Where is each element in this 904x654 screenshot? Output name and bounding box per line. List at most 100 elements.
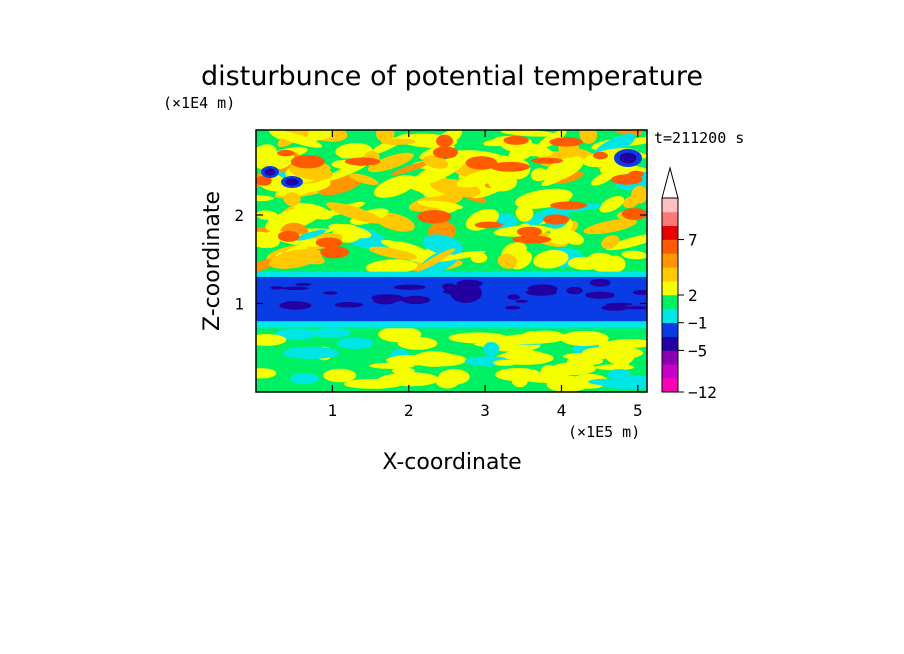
field-cell [515, 299, 528, 303]
field-cell [540, 365, 557, 379]
y-tick-label: 1 [234, 294, 244, 313]
field-cell [343, 378, 402, 389]
field-cell [497, 253, 518, 269]
field-cell [274, 328, 318, 340]
x-tick-label: 4 [557, 401, 567, 420]
field-cell [256, 334, 287, 346]
field-cell [601, 304, 629, 311]
field-cell [294, 203, 333, 220]
field-cell [391, 367, 415, 375]
field-cell [503, 135, 529, 145]
field-cell [567, 256, 602, 270]
field-cell [391, 160, 432, 176]
colorbar-swatch [662, 267, 678, 282]
field-cell [270, 286, 284, 290]
field-cell [595, 364, 635, 371]
colorbar-label: 2 [688, 286, 698, 305]
colorbar-extend-arrow [661, 166, 679, 199]
field-cell [493, 359, 517, 366]
colorbar-swatch [662, 364, 678, 379]
upper-layer [256, 130, 647, 277]
chart-title: disturbunce of potential temperature [201, 61, 703, 92]
colorbar-swatch [662, 198, 678, 213]
field-cell [549, 137, 583, 147]
contour-field [256, 130, 647, 392]
field-cell [380, 239, 418, 253]
field-cell [264, 168, 276, 176]
field-cell [450, 282, 483, 303]
field-cell [606, 233, 647, 251]
negative-layer [256, 271, 647, 329]
field-cell [273, 152, 295, 170]
field-cell [374, 212, 415, 232]
field-cell [495, 368, 542, 382]
field-cell [335, 143, 373, 159]
field-cell [588, 378, 623, 386]
field-cell [619, 152, 637, 164]
field-cell [566, 286, 583, 295]
field-cell [373, 175, 417, 198]
x-axis-title: X-coordinate [382, 450, 521, 475]
field-cell [367, 152, 414, 173]
field-cell [505, 305, 521, 310]
field-cell [349, 173, 379, 186]
field-cell [527, 284, 558, 294]
field-cell [323, 368, 357, 383]
field-cell [416, 248, 456, 272]
field-cell [533, 250, 569, 269]
field-cell [290, 373, 319, 384]
y-unit-label: (×1E4 m) [163, 94, 235, 112]
colorbar-swatch [662, 281, 678, 296]
field-cell [621, 208, 647, 220]
field-cell [537, 130, 567, 149]
colorbar-swatch [662, 225, 678, 240]
x-tick-label: 5 [633, 401, 643, 420]
colorbar: −12−5−127 [661, 166, 717, 402]
y-axis: 12 [234, 206, 647, 313]
field-cell [277, 149, 295, 157]
field-cell [277, 230, 300, 242]
x-tick-label: 2 [404, 401, 414, 420]
field-cell [256, 368, 277, 379]
field-cell [285, 178, 299, 186]
field-cell [436, 134, 453, 148]
field-cell [448, 332, 508, 344]
colorbar-swatch [662, 239, 678, 254]
field-cell [589, 278, 611, 287]
field-cell [585, 291, 615, 299]
field-cell [336, 337, 374, 349]
field-cell [456, 167, 509, 188]
field-cell [344, 157, 381, 166]
field-cell [315, 237, 343, 248]
field-cell [515, 204, 534, 222]
field-cell [611, 174, 643, 185]
field-cell [334, 302, 364, 308]
colorbar-swatch [662, 336, 678, 351]
field-cell [579, 130, 597, 144]
field-cell [583, 218, 637, 235]
lower-layer [256, 326, 647, 392]
field-cell [376, 130, 395, 143]
field-cell [619, 375, 647, 388]
colorbar-swatch [662, 253, 678, 268]
field-cell [365, 259, 418, 275]
colorbar-swatch [662, 322, 678, 337]
field-cell [403, 296, 419, 304]
field-cell [290, 155, 325, 169]
field-cell [283, 192, 301, 207]
field-cell [320, 246, 349, 259]
field-cell [256, 258, 279, 275]
field-cell [272, 130, 323, 148]
colorbar-label: −12 [688, 383, 717, 402]
field-cell [256, 149, 281, 170]
field-cell [328, 223, 372, 239]
field-cell [566, 354, 588, 370]
field-cell [474, 221, 503, 229]
field-cell [386, 295, 405, 302]
time-label: t=211200 s [654, 129, 744, 147]
field-cell [500, 130, 556, 137]
field-cell [279, 301, 312, 310]
field-cell [605, 255, 626, 273]
plot-frame [255, 129, 648, 393]
